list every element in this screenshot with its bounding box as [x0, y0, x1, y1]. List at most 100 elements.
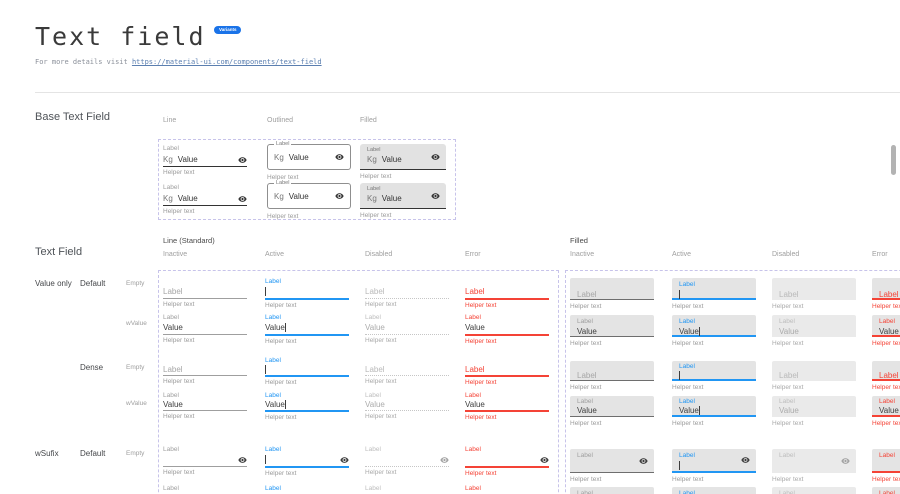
field-input[interactable]	[679, 371, 756, 381]
filled-field-active[interactable]: Label Helper text	[672, 361, 756, 392]
field-input[interactable]	[365, 454, 449, 466]
field-input[interactable]: Value	[779, 326, 856, 338]
line-field-disabled[interactable]: Label Helper text	[365, 357, 449, 386]
docs-link[interactable]: https://material-ui.com/components/text-…	[131, 58, 322, 66]
field-input[interactable]: Label	[879, 289, 900, 301]
field-input[interactable]: Kg Value	[163, 192, 247, 205]
field-input[interactable]: Label	[465, 286, 549, 298]
line-field-inactive[interactable]: Label Helper text	[163, 445, 247, 477]
field-input[interactable]: Value	[577, 406, 654, 416]
filled-field-disabled[interactable]: Label Helper text	[772, 361, 856, 392]
filled-box[interactable]: Label	[872, 278, 900, 300]
filled-box[interactable]: Label	[672, 361, 756, 381]
field-input[interactable]: Kg Value	[274, 153, 344, 162]
field-input[interactable]: Kg Value	[367, 154, 446, 166]
field-input[interactable]: Value	[879, 326, 900, 338]
field-input[interactable]	[679, 289, 756, 301]
filled-field-disabled[interactable]: Label Helper text	[772, 278, 856, 311]
filled-field-error[interactable]: Label Helper text	[872, 361, 900, 392]
line-field-disabled[interactable]: Label Helper text	[365, 277, 449, 309]
visibility-icon[interactable]	[335, 153, 344, 162]
filled-field-disabled[interactable]: Label Helper text	[772, 449, 856, 484]
filled-field-error[interactable]: Label Helper text	[872, 278, 900, 311]
field-input[interactable]: Value	[465, 322, 549, 334]
field-input[interactable]	[465, 454, 549, 466]
filled-box[interactable]: Label	[772, 278, 856, 300]
field-input[interactable]	[265, 454, 349, 466]
field-input[interactable]	[679, 460, 756, 472]
field-input[interactable]: Label	[163, 286, 247, 298]
field-input[interactable]: Value	[779, 406, 856, 416]
line-field-error[interactable]: Label Helper text	[465, 357, 549, 387]
base-filled-field[interactable]: Label Kg Value Helper text	[360, 183, 446, 220]
field-input[interactable]: Label	[365, 365, 449, 375]
visibility-icon[interactable]	[440, 456, 449, 465]
line-field-inactive[interactable]: Label Helper text	[163, 357, 247, 386]
field-input[interactable]: Label	[163, 365, 247, 375]
field-input[interactable]	[265, 286, 349, 298]
field-input[interactable]: Label	[365, 286, 449, 298]
field-input[interactable]: Value	[365, 322, 449, 334]
filled-box[interactable]: Label Kg Value	[360, 144, 446, 170]
filled-box[interactable]: Label	[570, 361, 654, 381]
line-field-inactive[interactable]: Label Helper text	[163, 277, 247, 309]
filled-field-error[interactable]: Label Helper text	[872, 449, 900, 484]
base-filled-field[interactable]: Label Kg Value Helper text	[360, 144, 446, 181]
filled-box[interactable]: Label	[772, 361, 856, 381]
field-input[interactable]: Value	[879, 406, 900, 416]
field-input[interactable]: Kg Value	[163, 153, 247, 166]
visibility-icon[interactable]	[639, 456, 648, 465]
filled-box[interactable]: Label	[772, 449, 856, 473]
field-input[interactable]: Label	[879, 371, 900, 381]
visibility-icon[interactable]	[841, 457, 850, 466]
filled-field-inactive[interactable]: Label Helper text	[570, 278, 654, 311]
visibility-icon[interactable]	[741, 456, 750, 465]
base-outlined-field[interactable]: Label Kg Value Helper text	[267, 141, 351, 182]
line-field-disabled[interactable]: Label Helper text	[365, 445, 449, 477]
line-field-error[interactable]: Label Helper text	[465, 445, 549, 478]
filled-box[interactable]: Label Kg Value	[360, 183, 446, 209]
field-input[interactable]: Value	[265, 322, 349, 334]
visibility-icon[interactable]	[335, 192, 344, 201]
filled-box[interactable]: Label	[570, 449, 654, 473]
field-input[interactable]	[163, 454, 247, 466]
line-field-active[interactable]: Label Helper text	[265, 277, 349, 310]
filled-box[interactable]: Label	[872, 449, 900, 473]
visibility-icon[interactable]	[431, 191, 440, 200]
visibility-icon[interactable]	[540, 456, 549, 465]
base-line-field[interactable]: Label Kg Value Helper text	[163, 144, 247, 177]
filled-field-inactive[interactable]: Label Helper text	[570, 361, 654, 392]
scrollbar-thumb[interactable]	[891, 145, 896, 175]
line-field-active[interactable]: Label Helper text	[265, 445, 349, 478]
field-input[interactable]: Value	[365, 400, 449, 410]
field-input[interactable]: Label	[577, 289, 654, 301]
filled-field-active[interactable]: Label Helper text	[672, 449, 756, 484]
